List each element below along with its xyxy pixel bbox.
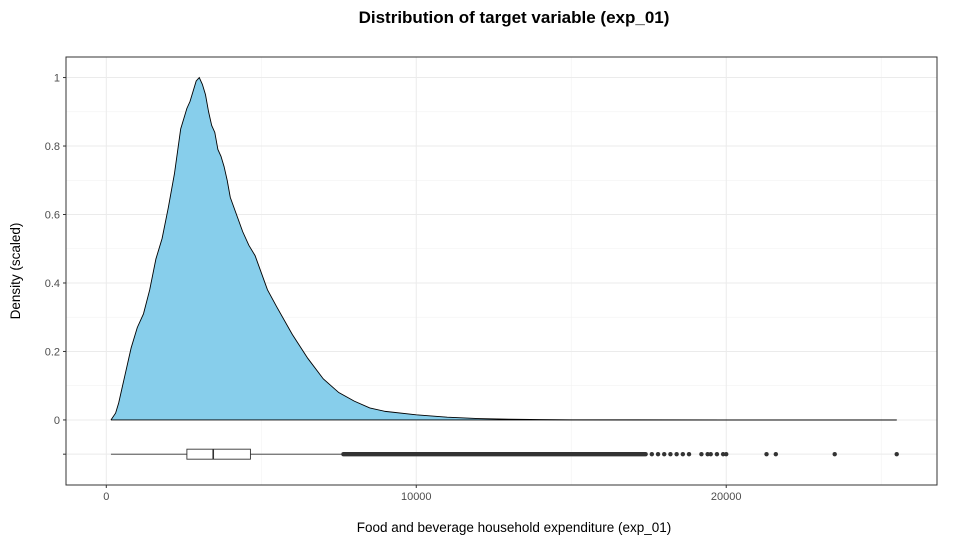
chart-title: Distribution of target variable (exp_01) xyxy=(359,8,670,27)
boxplot-outlier-point xyxy=(649,451,655,457)
boxplot-outlier-point xyxy=(668,451,673,457)
x-tick-label: 0 xyxy=(103,491,109,503)
boxplot-outlier-point xyxy=(662,451,667,457)
boxplot-outlier-point xyxy=(686,451,692,457)
boxplot-outlier-point xyxy=(720,451,726,457)
density-area xyxy=(110,77,897,420)
boxplot-outlier-point xyxy=(714,451,720,457)
boxplot-outlier-point xyxy=(705,451,710,457)
y-axis: 0 0.2 0.4 0.6 0.8 1 xyxy=(45,73,66,455)
y-tick-label: 0.4 xyxy=(45,278,60,290)
boxplot-outlier-point xyxy=(832,451,837,457)
boxplot-outlier-point xyxy=(699,451,704,457)
boxplot-outlier-point xyxy=(773,451,779,457)
x-tick-label: 20000 xyxy=(711,491,742,503)
boxplot-outlier-band xyxy=(341,451,648,457)
boxplot-outlier-point xyxy=(655,451,661,457)
boxplot-box xyxy=(186,448,251,460)
x-tick-label: 10000 xyxy=(401,491,432,503)
y-axis-title: Density (scaled) xyxy=(8,223,23,320)
boxplot-outlier-point xyxy=(680,451,686,457)
x-axis: 0 10000 20000 xyxy=(103,485,742,503)
x-axis-title: Food and beverage household expenditure … xyxy=(357,520,671,535)
y-tick-label: 1 xyxy=(54,73,60,85)
boxplot-outlier-point xyxy=(674,451,679,457)
boxplot-layer xyxy=(110,448,899,460)
boxplot-outlier-point xyxy=(708,451,713,457)
y-tick-label: 0.6 xyxy=(45,210,60,222)
y-tick-label: 0.2 xyxy=(45,346,60,358)
y-tick-label: 0.8 xyxy=(45,141,60,153)
boxplot-outlier-point xyxy=(894,451,899,457)
density-layer xyxy=(110,76,897,421)
y-tick-label: 0 xyxy=(54,415,60,427)
boxplot-outlier-point xyxy=(724,451,729,457)
density-line xyxy=(110,76,897,421)
boxplot-outlier-point xyxy=(764,451,769,457)
panel-border xyxy=(65,56,938,486)
